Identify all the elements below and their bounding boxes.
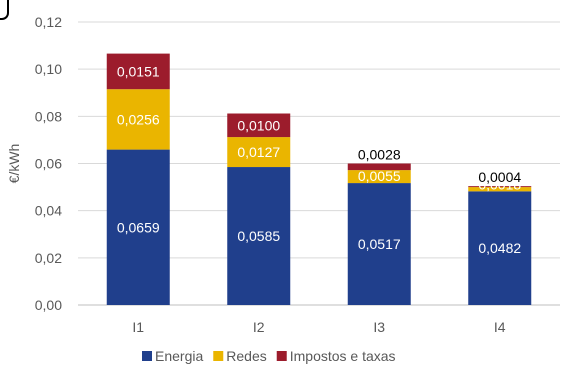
x-tick-label: I1 — [132, 319, 144, 335]
y-tick-label: 0,06 — [35, 156, 62, 172]
bar-segment-impostos-e-taxas — [468, 186, 532, 188]
legend-label: Energia — [155, 348, 203, 364]
bar-segment-redes — [468, 187, 532, 192]
bar-segment-redes — [347, 170, 411, 184]
bar-segment-redes — [106, 89, 170, 150]
bar-segment-energia — [106, 149, 170, 305]
y-tick-label: 0,12 — [35, 14, 62, 30]
x-axis-tick-labels: I1 I2 I3 I4 — [132, 319, 505, 335]
y-tick-label: 0,10 — [35, 61, 62, 77]
data-label: 0,0018 — [478, 176, 521, 192]
legend-swatch — [213, 351, 224, 361]
y-axis-label: €/kWh — [6, 144, 22, 184]
bar-segment-energia — [347, 183, 411, 305]
bar-segment-energia — [227, 167, 291, 305]
data-label: 0,0004 — [478, 169, 521, 185]
legend-swatch — [142, 351, 152, 361]
bar-segment-energia — [468, 191, 532, 305]
legend-swatch — [276, 351, 287, 361]
x-tick-label: I3 — [373, 319, 385, 335]
bar-segment-impostos-e-taxas — [106, 53, 170, 90]
bar-segment-redes — [227, 137, 291, 168]
data-label: 0,0127 — [237, 144, 280, 160]
data-label: 0,0659 — [117, 219, 160, 235]
data-label: 0,0151 — [117, 63, 160, 79]
bars: 0,0659 0,0256 0,0151 0,0585 0,0127 0,0100 0,05… — [106, 53, 532, 305]
data-label: 0,0028 — [358, 147, 401, 163]
bar-segment-impostos-e-taxas — [227, 113, 291, 138]
data-label: 0,0100 — [237, 117, 280, 133]
data-label: 0,0585 — [237, 228, 280, 244]
x-tick-label: I2 — [253, 319, 265, 335]
legend-label: Redes — [226, 348, 266, 364]
bar-segment-impostos-e-taxas — [347, 163, 411, 171]
y-tick-label: 0,02 — [35, 250, 62, 266]
data-label: 0,0517 — [358, 236, 401, 252]
legend-label: Impostos e taxas — [290, 348, 396, 364]
y-axis-tick-labels: 0,00 0,02 0,04 0,06 0,08 0,10 0,12 — [35, 14, 62, 313]
data-label: 0,0256 — [117, 111, 160, 127]
y-tick-label: 0,08 — [35, 108, 62, 124]
y-tick-label: 0,00 — [35, 297, 62, 313]
corner-mark — [0, 0, 9, 20]
legend: Energia Redes Impostos e taxas — [142, 348, 396, 364]
y-tick-label: 0,04 — [35, 203, 62, 219]
x-tick-label: I4 — [494, 319, 506, 335]
data-label: 0,0055 — [358, 168, 401, 184]
data-label: 0,0482 — [478, 240, 521, 256]
